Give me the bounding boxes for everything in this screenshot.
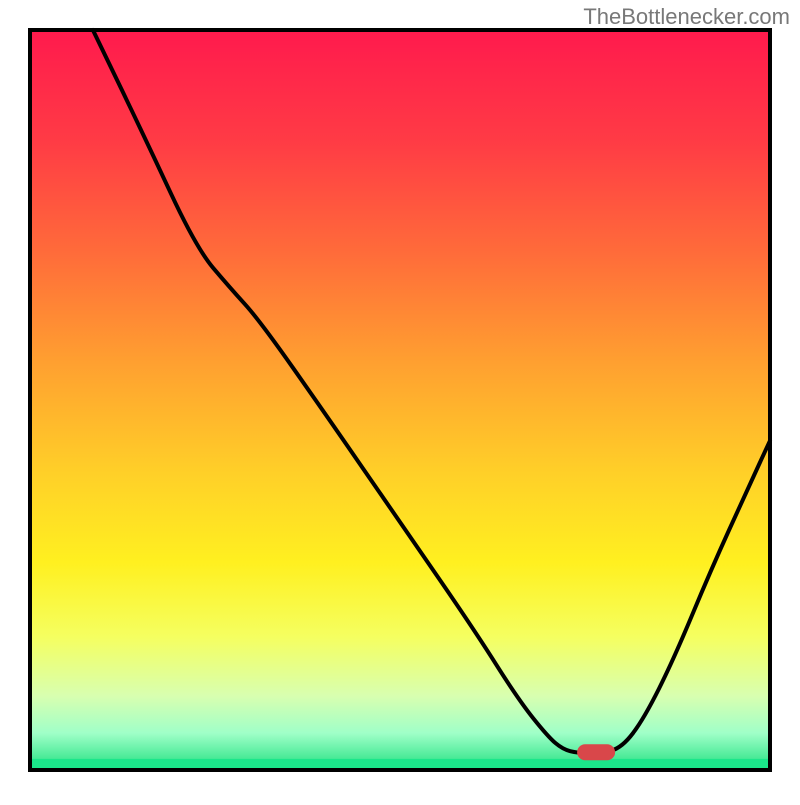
watermark-text: TheBottlenecker.com bbox=[583, 4, 790, 30]
bottleneck-chart: TheBottlenecker.com bbox=[0, 0, 800, 800]
gradient-background bbox=[30, 30, 770, 770]
optimal-marker bbox=[577, 744, 615, 760]
chart-svg bbox=[0, 0, 800, 800]
